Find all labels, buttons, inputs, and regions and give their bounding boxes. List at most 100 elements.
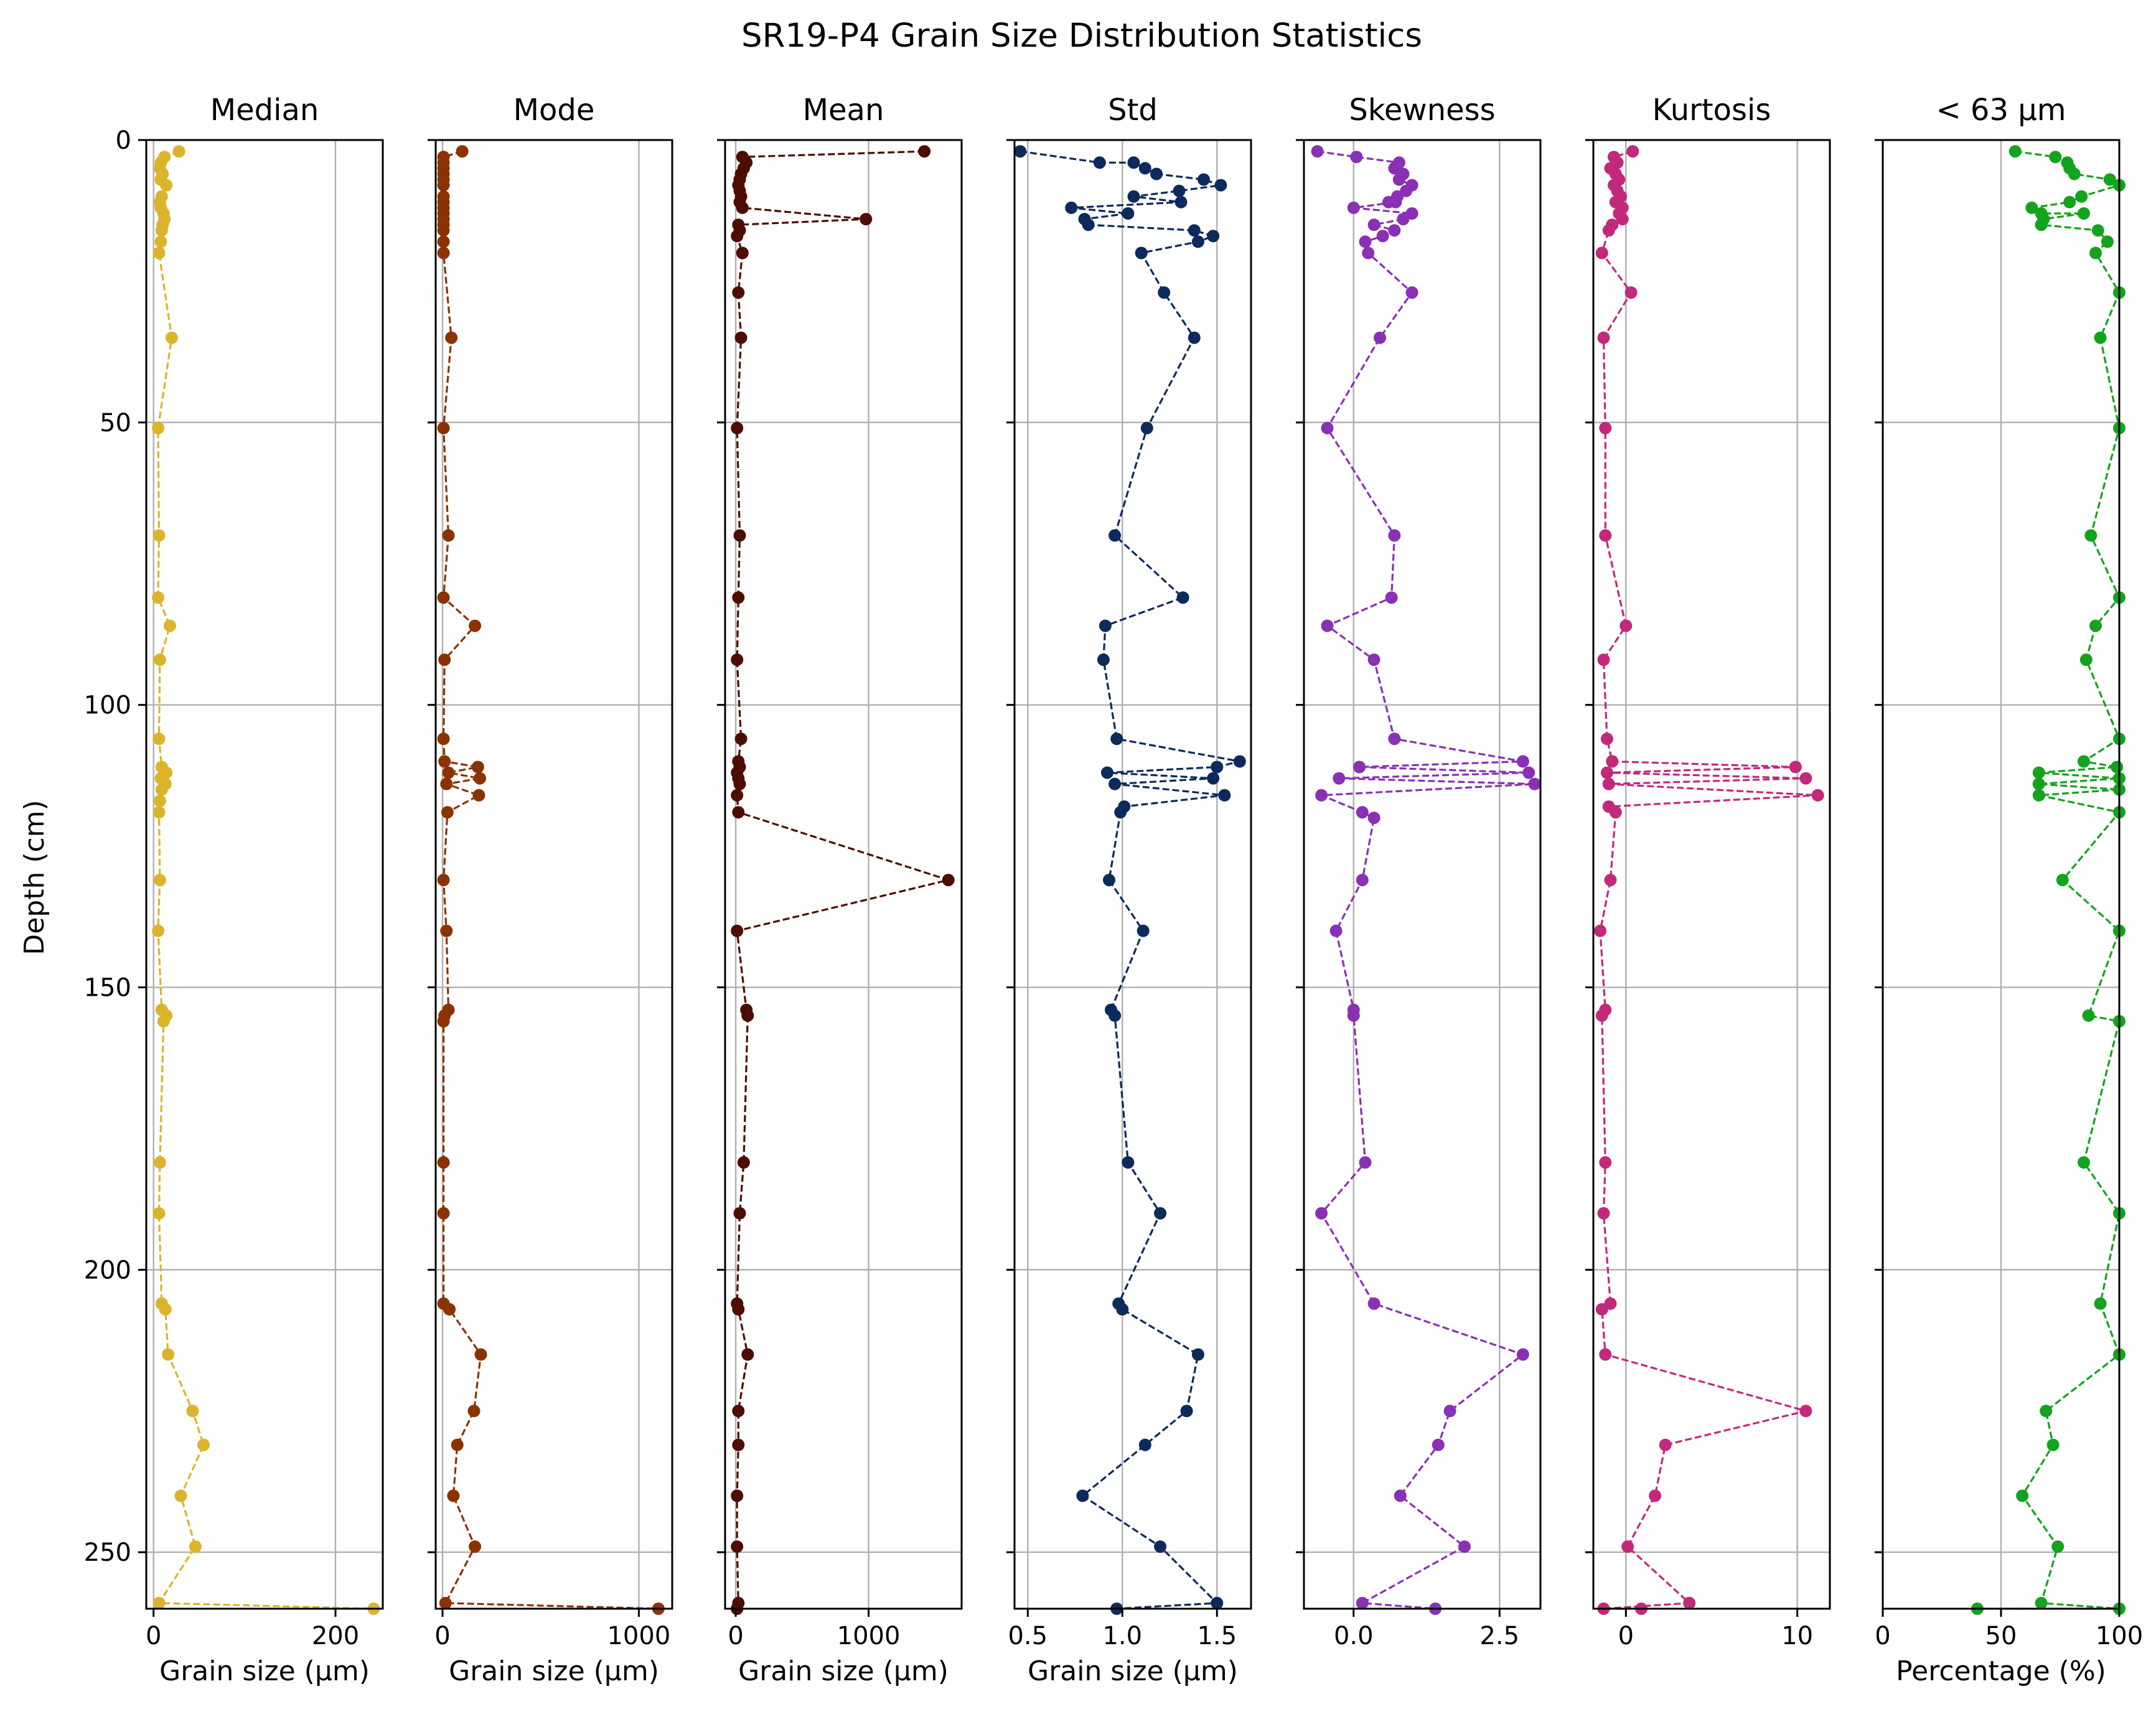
data-point bbox=[152, 246, 166, 260]
x-tick-label: 0 bbox=[728, 1622, 743, 1650]
data-point bbox=[2075, 190, 2088, 203]
x-tick-label: 0.0 bbox=[1334, 1622, 1374, 1650]
data-point bbox=[732, 1405, 745, 1418]
data-point bbox=[160, 179, 173, 192]
x-tick-label: 1000 bbox=[837, 1622, 901, 1650]
axes-frame bbox=[724, 139, 963, 1610]
data-point bbox=[731, 230, 744, 243]
data-point bbox=[736, 201, 749, 214]
data-point bbox=[1659, 1438, 1672, 1451]
data-point bbox=[1394, 1489, 1407, 1502]
data-point bbox=[1315, 788, 1328, 802]
panel-title: Mean bbox=[803, 93, 884, 128]
panel-5: 0 10 Kurtosis bbox=[1585, 93, 1831, 1650]
data-point bbox=[162, 1348, 175, 1361]
data-point bbox=[1321, 619, 1334, 632]
data-point bbox=[737, 1156, 750, 1169]
data-point bbox=[2078, 207, 2090, 220]
x-tick-label: 0 bbox=[1618, 1622, 1634, 1650]
data-point bbox=[442, 766, 455, 779]
data-point bbox=[1137, 924, 1150, 937]
data-point bbox=[1315, 1207, 1328, 1220]
data-point bbox=[437, 591, 450, 604]
data-point bbox=[1154, 1540, 1167, 1553]
data-point bbox=[1198, 173, 1210, 186]
data-point bbox=[152, 1596, 166, 1609]
data-point bbox=[1180, 1405, 1193, 1418]
x-axis-label: Percentage (%) bbox=[1896, 1655, 2106, 1687]
axes-frame bbox=[1592, 139, 1831, 1610]
data-point bbox=[2035, 218, 2048, 232]
data-point bbox=[437, 874, 450, 887]
data-point bbox=[153, 653, 166, 667]
data-point bbox=[731, 421, 744, 434]
data-point bbox=[1599, 1348, 1612, 1361]
data-point bbox=[1432, 1438, 1445, 1451]
data-point bbox=[731, 1540, 744, 1553]
data-point bbox=[438, 755, 451, 768]
data-point bbox=[1154, 1207, 1167, 1220]
data-point bbox=[440, 924, 453, 937]
data-point bbox=[154, 235, 167, 248]
data-point bbox=[2032, 788, 2045, 802]
data-point bbox=[1799, 1405, 1812, 1418]
data-point bbox=[733, 1207, 746, 1220]
data-point bbox=[733, 777, 746, 790]
data-point bbox=[2078, 1156, 2090, 1169]
data-point bbox=[732, 806, 745, 819]
data-point bbox=[732, 1303, 745, 1316]
panel-title: Kurtosis bbox=[1652, 93, 1771, 128]
x-axis-label: Grain size (μm) bbox=[738, 1655, 949, 1687]
data-point bbox=[172, 145, 185, 158]
data-point bbox=[1359, 1156, 1372, 1169]
data-point bbox=[1362, 246, 1375, 260]
figure-ylabel: Depth (cm) bbox=[19, 800, 50, 955]
panel-title: Median bbox=[210, 93, 319, 128]
x-axis-label: Grain size (μm) bbox=[159, 1655, 370, 1687]
data-point bbox=[437, 732, 450, 746]
data-point bbox=[438, 653, 451, 667]
data-point bbox=[2040, 1405, 2053, 1418]
x-tick-label: 0 bbox=[146, 1622, 161, 1650]
data-point bbox=[1376, 230, 1389, 243]
data-point bbox=[1191, 1348, 1204, 1361]
y-tick-label: 150 bbox=[84, 974, 131, 1003]
data-point bbox=[1597, 1207, 1610, 1220]
data-point bbox=[1356, 874, 1369, 887]
data-point bbox=[2068, 167, 2081, 180]
data-point bbox=[1367, 812, 1380, 825]
data-point bbox=[1138, 162, 1151, 175]
data-point bbox=[437, 246, 450, 260]
data-point bbox=[2051, 1540, 2065, 1553]
panel-title: Mode bbox=[513, 93, 595, 128]
data-point bbox=[1388, 224, 1401, 237]
data-point bbox=[1599, 529, 1612, 542]
data-point bbox=[1122, 207, 1135, 220]
panel-3: 0.5 1.0 1.5 Std Grain size (μm) bbox=[1006, 93, 1252, 1687]
data-point bbox=[152, 421, 164, 434]
data-point bbox=[1649, 1489, 1662, 1502]
data-point bbox=[152, 732, 166, 746]
panel-2: 0 1000 Mean Grain size (μm) bbox=[717, 93, 963, 1687]
data-point bbox=[1176, 591, 1189, 604]
data-point bbox=[1604, 874, 1617, 887]
axes-frame bbox=[145, 139, 384, 1610]
data-point bbox=[153, 874, 166, 887]
data-point bbox=[155, 224, 168, 237]
x-tick-label: 1000 bbox=[607, 1622, 670, 1650]
data-point bbox=[942, 874, 955, 887]
data-point bbox=[1626, 145, 1639, 158]
data-point bbox=[1353, 760, 1366, 774]
data-point bbox=[1609, 806, 1622, 819]
data-point bbox=[1597, 331, 1610, 344]
data-point bbox=[1356, 806, 1369, 819]
data-point bbox=[152, 924, 164, 937]
data-point bbox=[2094, 1297, 2107, 1310]
data-point bbox=[1811, 788, 1824, 802]
data-point bbox=[1108, 1009, 1122, 1022]
data-point bbox=[437, 224, 450, 237]
x-tick-label: 10 bbox=[1781, 1622, 1813, 1650]
data-point bbox=[1350, 151, 1363, 164]
x-tick-label: 2.5 bbox=[1480, 1622, 1520, 1650]
data-point bbox=[1602, 224, 1615, 237]
